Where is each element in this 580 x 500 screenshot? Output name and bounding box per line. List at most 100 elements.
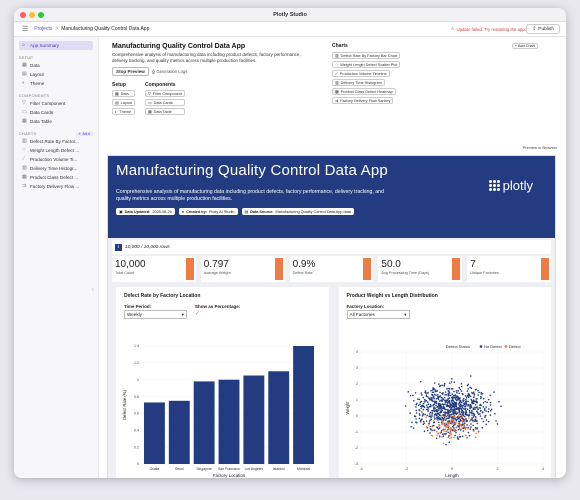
- point-defect: [468, 424, 470, 427]
- point-no-defect: [456, 437, 459, 440]
- point-no-defect: [458, 397, 461, 399]
- preview-in-browser-link[interactable]: Preview in Browser: [522, 145, 557, 150]
- component-tag-table[interactable]: ▦ Data Table: [145, 108, 186, 115]
- sidebar-item-chart[interactable]: ▥ Defect Rate By Factor...: [19, 137, 93, 146]
- point-no-defect: [416, 398, 419, 400]
- minimize-window-button[interactable]: [29, 12, 35, 18]
- menu-icon[interactable]: ☰: [22, 26, 29, 33]
- sidebar-item-data-cards[interactable]: ▭ Data Cards: [19, 108, 93, 117]
- point-defect: [474, 436, 477, 439]
- setup-tag-layout[interactable]: ▤ Layout: [112, 99, 135, 106]
- chart-tag[interactable]: ⟋ Production Volume Timeline: [332, 70, 390, 77]
- point-no-defect: [436, 410, 438, 413]
- time-period-select[interactable]: Weekly ▾: [124, 310, 187, 319]
- point-no-defect: [479, 410, 481, 412]
- stop-preview-button[interactable]: Stop Preview: [112, 67, 149, 76]
- close-window-button[interactable]: [20, 12, 26, 18]
- sidebar-item-chart[interactable]: ▥ Delivery Time Histogr...: [19, 164, 93, 173]
- legend-no-defect[interactable]: No Defect: [484, 344, 503, 349]
- kpi-label: Defect Rate: [292, 271, 313, 275]
- sidebar-item-filter-component[interactable]: ▽ Filter Component: [19, 99, 93, 108]
- breadcrumb-projects[interactable]: Projects: [34, 26, 53, 32]
- sidebar-item-data-table[interactable]: ▦ Data Table: [19, 117, 93, 126]
- collapse-sidebar-icon[interactable]: ‹: [92, 287, 94, 293]
- legend-defect[interactable]: Defect: [509, 344, 521, 349]
- sidebar-item-app-summary[interactable]: ⌂ App Summary: [19, 41, 93, 50]
- point-no-defect: [443, 382, 445, 385]
- point-no-defect: [437, 421, 440, 424]
- point-defect: [447, 422, 450, 425]
- factory-location-select[interactable]: All Factories ▾: [346, 310, 410, 319]
- chart-tag[interactable]: ▩ Product Class Defect Heatmap: [332, 88, 396, 95]
- point-no-defect: [474, 388, 476, 391]
- point-no-defect: [431, 409, 433, 412]
- component-tag-filter[interactable]: ▽ Filter Component: [145, 90, 186, 97]
- point-no-defect: [422, 422, 425, 425]
- sidebar-item-data[interactable]: ▦ Data: [19, 61, 93, 70]
- point-no-defect: [492, 391, 495, 393]
- point-no-defect: [460, 383, 462, 385]
- publish-button[interactable]: ⇪ Publish: [526, 24, 560, 34]
- bar[interactable]: [168, 400, 190, 464]
- sidebar-item-chart[interactable]: ⟋ Production Volume Ti...: [19, 155, 93, 164]
- sidebar-item-layout[interactable]: ▤ Layout: [19, 70, 93, 79]
- setup-tag-data[interactable]: ▦ Data: [112, 90, 135, 97]
- point-defect: [432, 420, 434, 422]
- point-no-defect: [476, 389, 479, 392]
- bar[interactable]: [218, 379, 240, 464]
- point-no-defect: [458, 418, 461, 421]
- setup-tag-theme[interactable]: ◐ Theme: [112, 108, 135, 115]
- show-percentage-label: Show as Percentage:: [195, 304, 241, 309]
- point-no-defect: [428, 415, 431, 418]
- component-tag-cards[interactable]: ▭ Data Cards: [145, 99, 186, 106]
- point-defect: [443, 412, 445, 415]
- point-defect: [472, 430, 475, 433]
- point-defect: [457, 414, 460, 416]
- bar[interactable]: [143, 402, 165, 464]
- sidebar-item-theme[interactable]: ◐ Theme: [19, 79, 93, 88]
- point-no-defect: [439, 417, 441, 420]
- bar-chart: 0 0.2 0.4 0.6 0.8 1 1.2 1.4 Osaka Seoul Singapore S…: [122, 344, 316, 478]
- point-no-defect: [452, 390, 455, 393]
- point-no-defect: [451, 410, 454, 412]
- scatter-chart-icon: ⁘: [22, 147, 27, 153]
- sidebar-item-chart[interactable]: ⁘ Weight Length Defect ...: [19, 146, 93, 155]
- point-no-defect: [438, 385, 441, 388]
- point-no-defect: [464, 395, 466, 397]
- show-percentage-checkbox[interactable]: ✓: [195, 311, 201, 317]
- maximize-window-button[interactable]: [38, 12, 44, 18]
- bar-chart-title: Defect Rate by Factory Location: [124, 293, 201, 299]
- scatter-chart-icon: ⁘: [335, 63, 339, 67]
- update-warning[interactable]: ⚠ Update failed. Try restarting the app.: [451, 26, 526, 32]
- point-no-defect: [421, 415, 423, 417]
- add-chart-button[interactable]: + Add: [75, 132, 93, 136]
- point-no-defect: [446, 428, 449, 431]
- bar[interactable]: [193, 381, 215, 464]
- bar[interactable]: [243, 375, 265, 465]
- point-no-defect: [465, 400, 467, 403]
- point-no-defect: [429, 405, 432, 407]
- bar[interactable]: [293, 346, 315, 464]
- point-no-defect: [471, 424, 474, 427]
- point-no-defect: [444, 401, 447, 403]
- sidebar-item-chart[interactable]: ▩ Product Class Defect ...: [19, 173, 93, 182]
- point-defect: [440, 436, 443, 438]
- point-no-defect: [450, 393, 453, 395]
- point-no-defect: [433, 401, 435, 403]
- point-no-defect: [443, 400, 446, 402]
- point-no-defect: [470, 414, 473, 416]
- calendar-icon: ▣: [119, 210, 123, 215]
- chart-tag[interactable]: ⁘ Weight Length Defect Scatter Plot: [332, 61, 401, 68]
- y-tick-label: 0.2: [134, 445, 139, 449]
- generation-logs-link[interactable]: ⎙ Generation Logs: [152, 69, 187, 74]
- y-axis-label: Weight: [345, 401, 350, 415]
- chart-tag[interactable]: ⇉ Factory Delivery Flow Sankey: [332, 97, 394, 104]
- sidebar-item-chart[interactable]: ⇉ Factory Delivery Flow ...: [19, 182, 93, 191]
- chart-tag[interactable]: ▥ Delivery Time Histogram: [332, 79, 385, 86]
- chart-tag[interactable]: ▥ Defect Rate By Factory Bar Chart: [332, 52, 401, 59]
- window-controls: [20, 12, 44, 18]
- section-label: CHARTS: [19, 132, 37, 136]
- bar[interactable]: [268, 371, 290, 464]
- add-chart-button[interactable]: + Add Chart: [511, 43, 538, 49]
- point-no-defect: [433, 393, 435, 396]
